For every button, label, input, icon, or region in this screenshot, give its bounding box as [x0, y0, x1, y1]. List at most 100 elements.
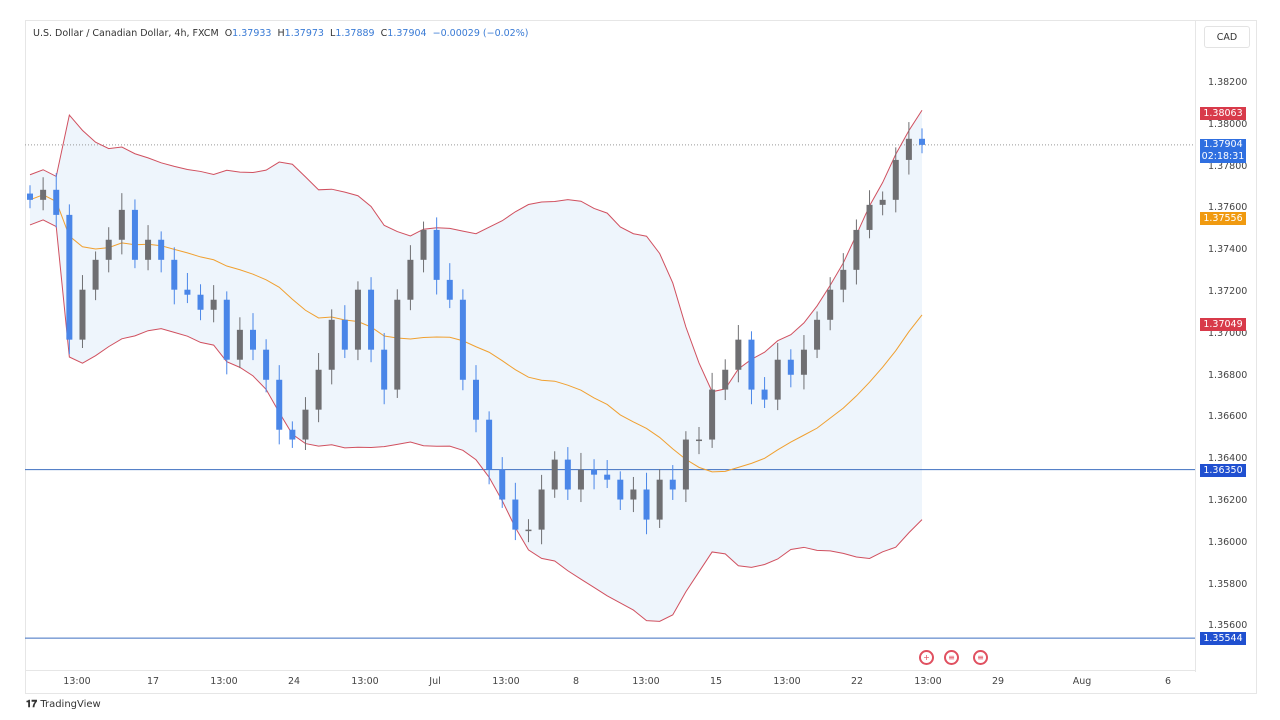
candle-body — [236, 329, 243, 360]
candle-body — [276, 379, 283, 430]
change-value: −0.00029 (−0.02%) — [432, 28, 529, 39]
time-axis[interactable] — [25, 670, 1195, 671]
candle-body — [748, 339, 755, 390]
price-tick: 1.37000 — [1208, 327, 1248, 339]
candle-body — [381, 349, 388, 390]
candle-body — [420, 229, 427, 260]
time-tick: 8 — [572, 676, 580, 687]
candle-body — [197, 294, 204, 310]
candle-body — [53, 189, 60, 215]
candle-body — [814, 319, 821, 350]
candle-body — [302, 409, 309, 440]
candle-body — [263, 349, 270, 380]
time-tick: 22 — [850, 676, 864, 687]
candle-body — [669, 479, 676, 490]
candle-body — [341, 319, 348, 350]
candle-body — [709, 389, 716, 440]
candle-body — [171, 259, 178, 290]
close-value: 1.37904 — [387, 28, 427, 39]
price-tick: 1.36600 — [1208, 411, 1248, 423]
last-price-tag: 1.37904 02:18:31 — [1200, 139, 1246, 163]
chart-frame[interactable] — [25, 20, 1257, 694]
candle-body — [879, 199, 886, 205]
candle-body — [486, 419, 493, 470]
candle-body — [800, 349, 807, 375]
candle-body — [564, 459, 571, 490]
candle-body — [604, 474, 611, 480]
candle-body — [394, 299, 401, 390]
upper-band-line — [29, 109, 923, 393]
candle-body — [787, 359, 794, 375]
level-tag-1: 1.36350 — [1200, 464, 1246, 477]
price-tick: 1.36000 — [1208, 536, 1248, 548]
time-tick: 13:00 — [63, 676, 91, 687]
countdown: 02:18:31 — [1201, 151, 1245, 162]
candle-body — [591, 469, 598, 475]
canada-flag-icon[interactable]: + — [919, 650, 934, 665]
candle-body — [473, 379, 479, 420]
candle-body — [682, 439, 689, 490]
candle-body — [853, 229, 860, 270]
symbol-title: U.S. Dollar / Canadian Dollar, 4h, FXCM — [33, 28, 219, 39]
us-flag-icon[interactable]: ≡ — [944, 650, 959, 665]
time-tick: 6 — [1164, 676, 1172, 687]
candle-body — [66, 214, 73, 340]
price-tick: 1.35800 — [1208, 578, 1248, 590]
basis-line — [29, 194, 923, 473]
candle-body — [617, 479, 624, 500]
candle-body — [210, 299, 217, 310]
tradingview-logo[interactable]: 𝟏𝟕 TradingView — [26, 699, 101, 710]
candle-body — [118, 209, 125, 240]
candle-body — [761, 389, 768, 400]
candle-body — [27, 193, 33, 200]
candle-body — [250, 329, 256, 350]
candle-body — [827, 289, 834, 320]
candle-body — [433, 229, 440, 280]
candle-body — [223, 299, 230, 360]
candle-body — [289, 429, 296, 440]
high-value: 1.37973 — [284, 28, 324, 39]
price-tick: 1.35600 — [1208, 620, 1248, 632]
us-flag-icon[interactable]: ≡ — [973, 650, 988, 665]
candle-body — [105, 239, 112, 260]
price-tick: 1.37400 — [1208, 244, 1248, 256]
price-tick: 1.37800 — [1208, 160, 1248, 172]
time-tick: 13:00 — [492, 676, 520, 687]
price-tick: 1.37600 — [1208, 202, 1248, 214]
candle-body — [315, 369, 322, 410]
candle-body — [158, 239, 165, 260]
time-tick: 13:00 — [210, 676, 238, 687]
lower-band-tag: 1.37049 — [1200, 318, 1246, 331]
candle-body — [735, 339, 742, 370]
time-tick: 13:00 — [351, 676, 379, 687]
time-tick: 15 — [709, 676, 723, 687]
candle-body — [774, 359, 781, 400]
candle-body — [630, 489, 637, 500]
candle-body — [905, 138, 912, 160]
candle-body — [92, 259, 99, 290]
candle-body — [656, 479, 663, 520]
currency-button[interactable]: CAD — [1204, 26, 1250, 48]
price-tick: 1.36200 — [1208, 495, 1248, 506]
symbol-legend: U.S. Dollar / Canadian Dollar, 4h, FXCM … — [33, 28, 529, 39]
candle-body — [145, 239, 152, 260]
candle-body — [131, 209, 138, 260]
time-tick: 13:00 — [914, 676, 942, 687]
time-tick: 17 — [146, 676, 160, 687]
candle-body — [892, 159, 899, 200]
level-tag-2: 1.35544 — [1200, 632, 1246, 645]
price-tick: 1.37200 — [1208, 286, 1248, 297]
candle-body — [551, 459, 558, 490]
candle-body — [538, 489, 545, 530]
basis-tag: 1.37556 — [1200, 212, 1246, 225]
price-tick: 1.36800 — [1208, 369, 1248, 381]
candle-body — [459, 299, 466, 380]
candle-body — [722, 369, 729, 390]
upper-band-tag: 1.38063 — [1200, 107, 1246, 120]
candle-body — [512, 499, 519, 530]
candle-body — [368, 289, 375, 350]
low-value: 1.37889 — [335, 28, 375, 39]
price-axis[interactable] — [1195, 20, 1196, 672]
candle-body — [499, 469, 506, 500]
